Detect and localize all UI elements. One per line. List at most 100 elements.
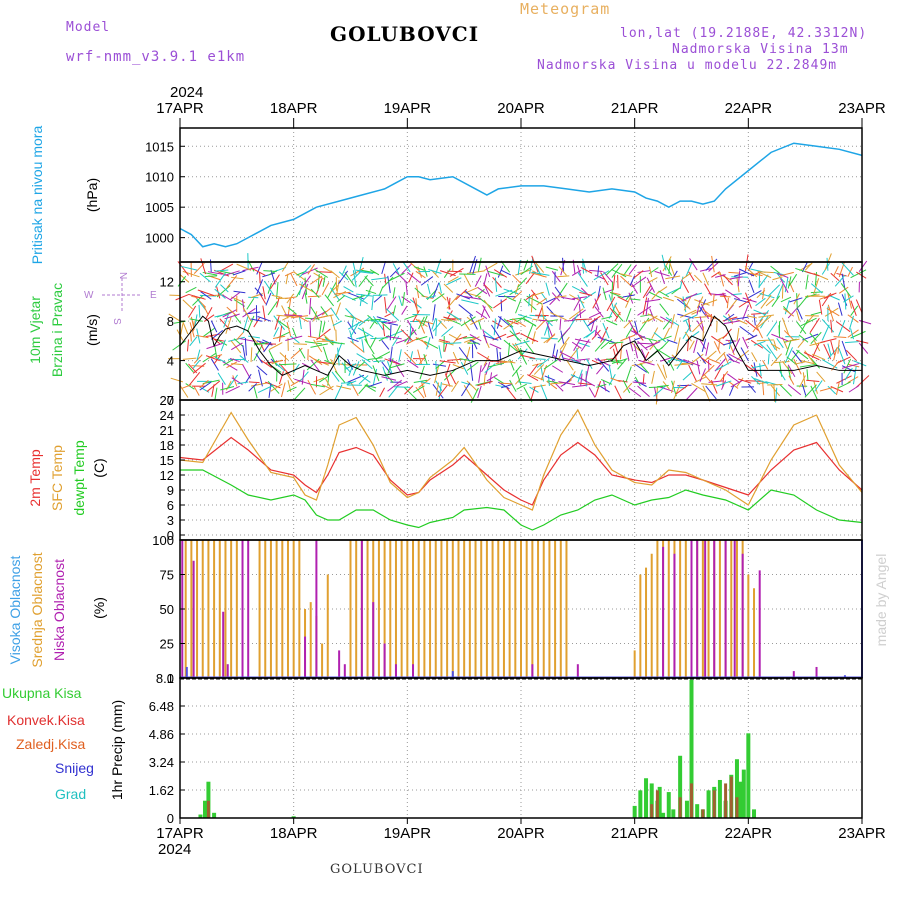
- wind-barb: [725, 289, 741, 300]
- wind-barb: [298, 265, 312, 278]
- wind-barb: [182, 321, 189, 335]
- wind-barb: [242, 307, 252, 322]
- wind-barb: [699, 368, 707, 382]
- wind-barb: [586, 329, 596, 338]
- wind-barb: [308, 355, 323, 366]
- wind-barb: [837, 381, 851, 389]
- wind-barb: [395, 338, 408, 344]
- wind-barb: [448, 297, 451, 310]
- precip-conv-bar: [729, 776, 733, 818]
- wind-barb: [401, 305, 408, 315]
- wind-barb: [546, 333, 556, 344]
- wind-barb: [786, 338, 800, 343]
- wind-barb: [370, 336, 377, 348]
- wind-barb: [197, 289, 215, 297]
- wind-barb: [483, 262, 498, 271]
- wind-barb: [304, 292, 308, 304]
- wind-barb: [357, 327, 374, 338]
- wind-barb: [576, 348, 579, 359]
- wind-barb: [551, 270, 561, 283]
- wind-barb: [226, 361, 238, 369]
- wind-barb: [742, 304, 749, 320]
- wind-barb: [847, 292, 853, 309]
- wind-barb: [655, 387, 658, 405]
- wind-barb: [233, 314, 242, 324]
- wind-barb: [528, 363, 539, 376]
- wind-barb: [361, 359, 373, 370]
- wind-barb: [587, 318, 599, 327]
- wind-barb: [588, 311, 602, 319]
- wind-barb: [205, 275, 217, 277]
- wind-barb: [503, 339, 518, 352]
- wind-barb: [755, 297, 766, 307]
- wind-barb: [358, 334, 369, 340]
- wind-barb: [496, 316, 502, 329]
- precip-total-bar: [657, 786, 662, 818]
- wind-barb: [445, 363, 451, 377]
- wind-barb: [401, 296, 411, 304]
- wind-barb: [784, 347, 794, 364]
- wind-barb: [691, 382, 706, 393]
- wind-barb: [681, 279, 690, 294]
- wind-barb: [838, 286, 849, 294]
- wind-barb: [307, 264, 315, 275]
- wind-barb: [712, 294, 715, 307]
- altitude-text: Nadmorska Visina 13m: [672, 42, 849, 57]
- wind-barb: [401, 263, 412, 275]
- wind-barb: [794, 361, 806, 365]
- wind-barb: [259, 292, 267, 305]
- wind-barb: [310, 310, 327, 321]
- wind-barb: [358, 375, 369, 385]
- wind-barb: [729, 276, 743, 280]
- wind-barb: [545, 266, 559, 271]
- wind-barb: [250, 318, 263, 322]
- wind-barb: [365, 289, 377, 295]
- wind-barb: [637, 270, 651, 273]
- wind-barb: [838, 348, 846, 365]
- wind-barb: [778, 325, 781, 337]
- precip-total-bar: [706, 790, 711, 818]
- wind-barb: [265, 292, 272, 306]
- wind-barb: [637, 385, 650, 397]
- precip-total-bar: [206, 781, 211, 818]
- wind-barb: [827, 343, 832, 356]
- wind-barb: [344, 315, 355, 319]
- wind-barb: [229, 292, 240, 301]
- wind-barb: [310, 343, 328, 348]
- wind-barb: [341, 362, 351, 373]
- wind-barb: [246, 315, 255, 333]
- wind-barb: [716, 380, 732, 387]
- wind-barb: [810, 385, 819, 401]
- wind-barb: [294, 378, 311, 385]
- wind-barb: [671, 380, 675, 393]
- wind-barb: [647, 277, 658, 284]
- wind-barb: [736, 350, 749, 361]
- wind-barb: [431, 293, 445, 303]
- wind-barb: [319, 385, 334, 396]
- wind-barb: [629, 298, 641, 301]
- wind-barb: [347, 320, 363, 330]
- wind-barb: [489, 343, 502, 350]
- wind-barb: [493, 376, 505, 385]
- wind-barb: [248, 335, 260, 339]
- x-label-bottom: 23APR: [838, 825, 886, 842]
- wind-barb: [738, 378, 752, 384]
- wind-barb: [689, 340, 695, 350]
- wind-barb: [639, 363, 650, 374]
- wind-barb: [577, 342, 590, 348]
- wind-barb: [710, 380, 718, 394]
- wind-barb: [554, 349, 559, 362]
- wind-barb: [475, 310, 488, 320]
- precip-conv-bar: [655, 790, 659, 818]
- wind-barb: [799, 359, 816, 365]
- wind-barb: [622, 264, 632, 277]
- wind-barb: [656, 363, 666, 380]
- wind-barb: [206, 380, 221, 392]
- wind-barb: [797, 308, 803, 320]
- wind-barb: [361, 292, 371, 302]
- year-bottom: 2024: [158, 841, 191, 858]
- wind-barb: [352, 295, 365, 301]
- wind-barb: [259, 341, 265, 352]
- wind-barb: [788, 273, 798, 287]
- wind-barb: [813, 278, 820, 295]
